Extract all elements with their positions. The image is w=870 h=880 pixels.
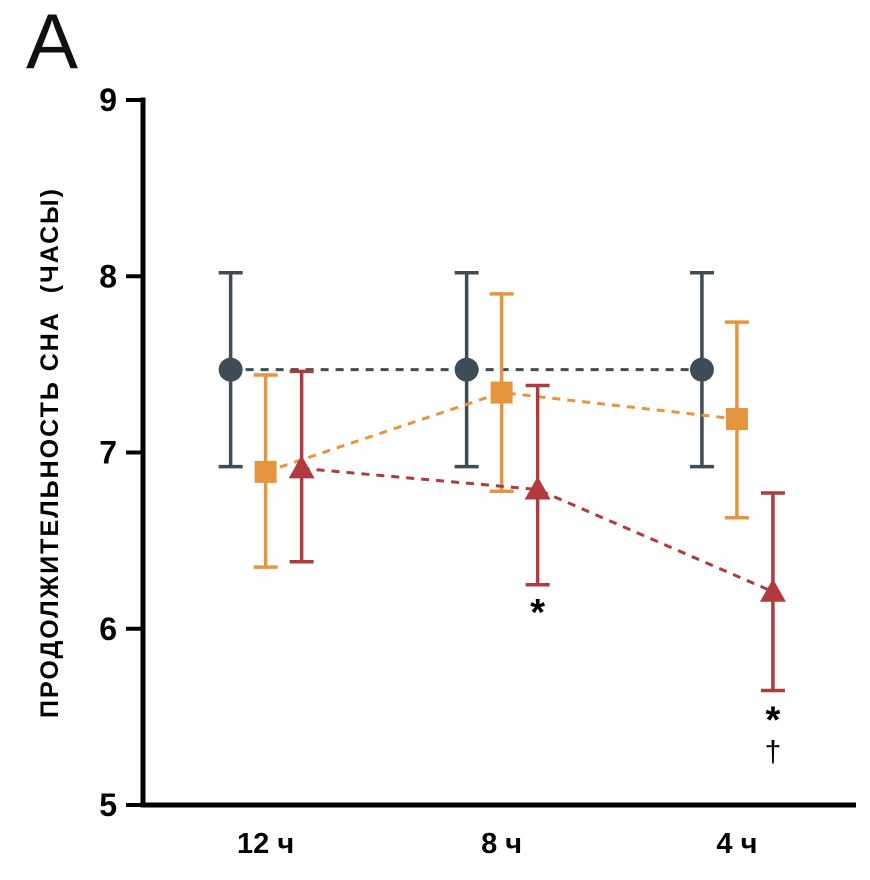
series-line-triangle-group — [301, 466, 774, 594]
significance-marker: * — [530, 592, 545, 634]
marker-triangle — [524, 476, 551, 500]
x-tick-label: 4 ч — [716, 828, 757, 860]
x-tick-label: 8 ч — [481, 828, 522, 860]
marker-square — [725, 408, 748, 431]
y-tick-label: 6 — [99, 611, 117, 647]
panel-label: A — [26, 0, 79, 85]
significance-marker: † — [765, 735, 782, 768]
y-tick-label: 7 — [99, 435, 117, 471]
marker-circle — [218, 357, 243, 382]
series-line-square-group — [265, 391, 738, 474]
y-tick-label: 5 — [99, 787, 117, 823]
axis-frame — [140, 97, 856, 808]
marker-square — [254, 460, 277, 483]
y-tick-label: 8 — [99, 258, 117, 294]
marker-triangle — [759, 578, 786, 602]
marker-circle — [454, 357, 479, 382]
significance-marker: * — [766, 700, 781, 742]
x-tick-label: 12 ч — [237, 828, 294, 860]
marker-square — [490, 381, 513, 404]
marker-triangle — [288, 455, 315, 479]
marker-circle — [689, 357, 714, 382]
y-tick-label: 9 — [99, 82, 117, 118]
